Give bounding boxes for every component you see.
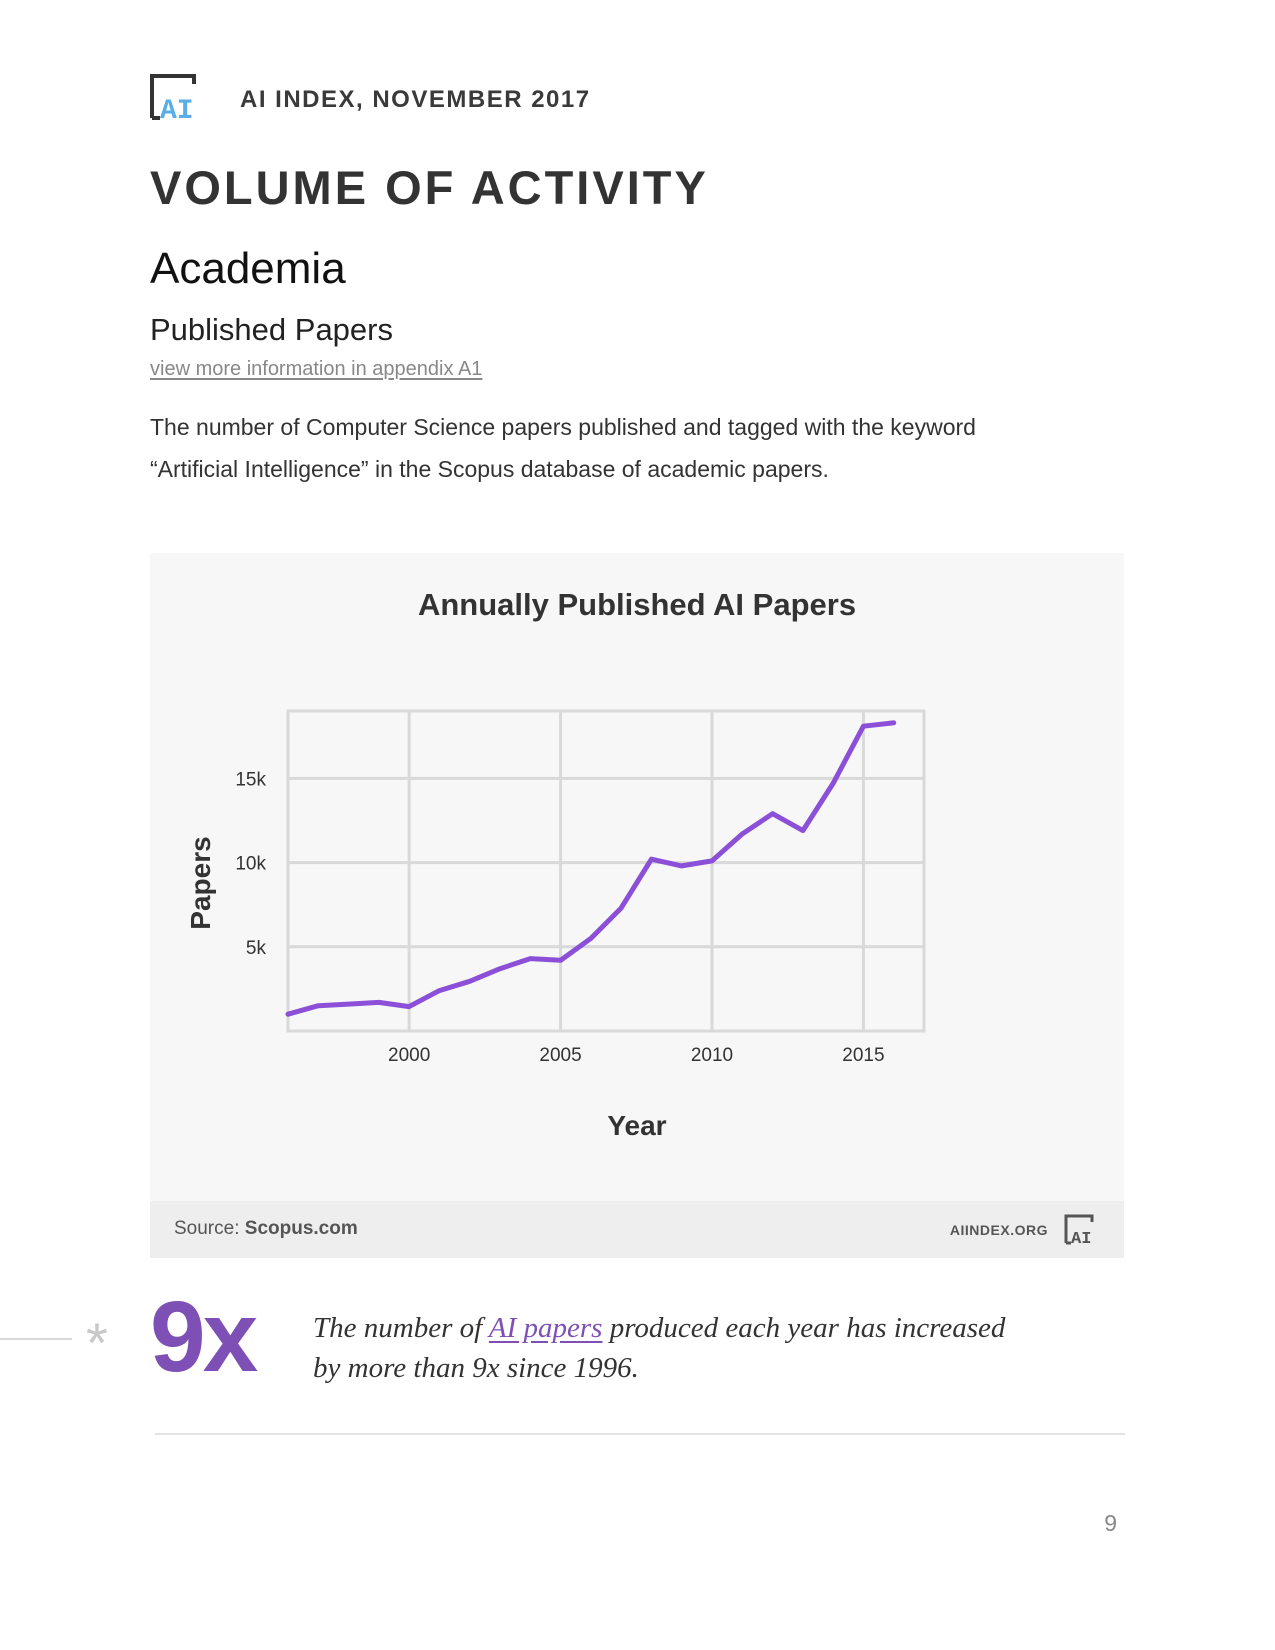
- y-axis-label: Papers: [185, 836, 216, 929]
- logo-text: AI: [160, 96, 194, 122]
- chart-grid: [288, 711, 924, 1031]
- chart-ticks: 2000 2005 2010 2015 5k 10k 15k: [235, 769, 884, 1066]
- footer-brand: AIINDEX.ORG: [949, 1222, 1048, 1238]
- plot-frame: [286, 709, 926, 1033]
- callout-rule: [0, 1338, 72, 1340]
- ai-index-logo: AI: [150, 74, 196, 122]
- big-stat: 9x: [150, 1281, 258, 1393]
- y-tick-label: 10k: [235, 854, 266, 875]
- description-line: “Artificial Intelligence” in the Scopus …: [150, 456, 829, 482]
- bottom-divider: [155, 1433, 1125, 1435]
- x-tick-label: 2015: [842, 1045, 884, 1066]
- x-axis-label: Year: [607, 1110, 666, 1141]
- ai-papers-link[interactable]: AI papers: [488, 1312, 603, 1344]
- report-header: AI INDEX, NOVEMBER 2017: [240, 86, 591, 113]
- chart-footer: Source: Scopus.com AIINDEX.ORG AI: [150, 1201, 1124, 1258]
- sub-title: Academia: [150, 244, 346, 293]
- y-tick-label: 5k: [246, 938, 267, 959]
- series-line: [285, 720, 897, 1017]
- papers-line-chart: Annually Published AI Papers 2000 2005 201…: [185, 587, 926, 1141]
- x-tick-label: 2005: [539, 1045, 581, 1066]
- callout-text: The number of AI papers produced each ye…: [313, 1308, 1013, 1388]
- description: The number of Computer Science papers pu…: [150, 406, 1110, 490]
- chart-panel: [150, 553, 1124, 1258]
- footer-logo-icon: AI: [1064, 1214, 1094, 1245]
- section-title: VOLUME OF ACTIVITY: [150, 161, 709, 214]
- callout-text-before: The number of: [313, 1312, 489, 1344]
- appendix-link[interactable]: view more information in appendix A1: [150, 358, 483, 380]
- sub-sub-title: Published Papers: [150, 312, 393, 347]
- source-label: Source: Scopus.com: [174, 1218, 358, 1240]
- description-line: The number of Computer Science papers pu…: [150, 414, 976, 440]
- x-tick-label: 2010: [691, 1045, 733, 1066]
- page-number: 9: [1104, 1510, 1117, 1536]
- footer-logo-text: AI: [1071, 1230, 1091, 1245]
- chart-title: Annually Published AI Papers: [418, 587, 856, 622]
- source-prefix: Source:: [174, 1218, 240, 1239]
- callout-text-after: produced each year has increased by more…: [313, 1312, 1006, 1384]
- x-tick-label: 2000: [388, 1045, 430, 1066]
- asterisk-icon: *: [86, 1311, 108, 1374]
- source-value: Scopus.com: [244, 1218, 358, 1239]
- y-tick-label: 15k: [235, 769, 266, 790]
